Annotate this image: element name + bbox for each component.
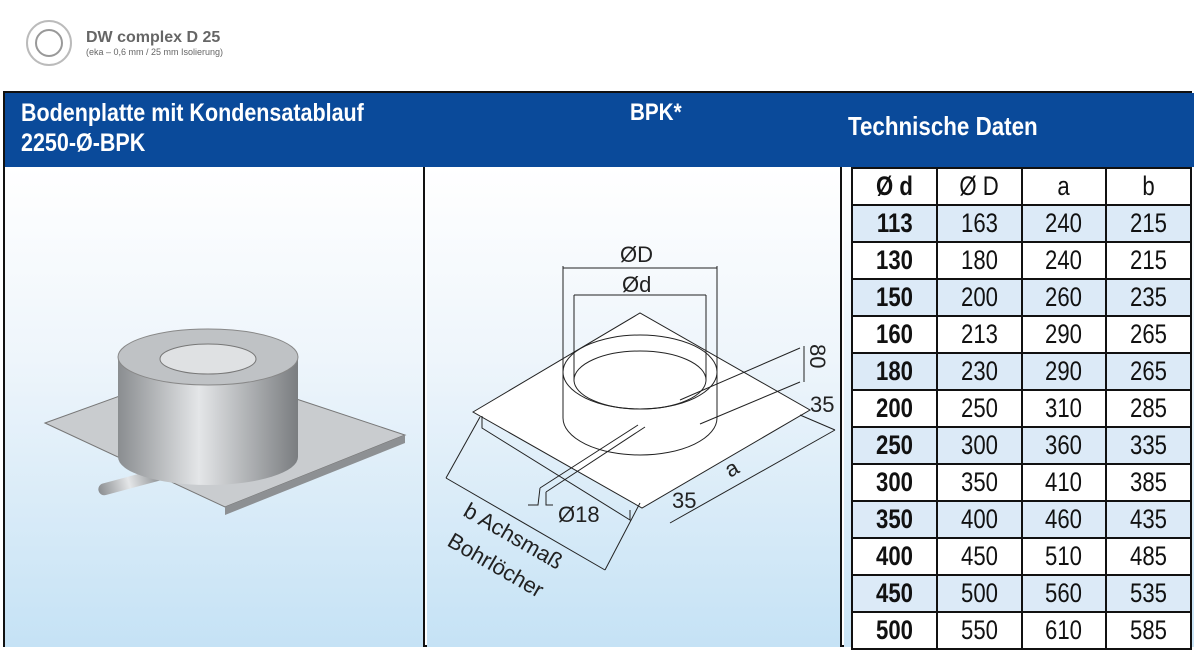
product-photo	[43, 328, 407, 515]
table-cell: 150	[851, 278, 938, 317]
table-cell: 435	[1105, 500, 1192, 539]
table-row: 130 180 240 215	[851, 241, 1192, 280]
product-photo-panel	[5, 167, 425, 647]
table-cell: 130	[851, 241, 938, 280]
table-cell: 200	[851, 389, 938, 428]
table-cell: 213	[935, 315, 1023, 354]
brand-subtitle: (eka – 0,6 mm / 25 mm Isolierung)	[86, 47, 224, 57]
table-cell: 610	[1020, 611, 1108, 650]
table-cell: 230	[935, 352, 1023, 391]
table-cell: 250	[851, 426, 938, 465]
table-cell: 385	[1105, 463, 1192, 502]
table-cell: 250	[935, 389, 1023, 428]
table-cell: 160	[851, 315, 938, 354]
table-cell: 215	[1105, 241, 1192, 280]
table-cell: 400	[851, 537, 938, 576]
table-cell: 450	[851, 574, 938, 613]
product-title: Bodenplatte mit Kondensatablauf 2250-Ø-BP…	[21, 99, 364, 157]
table-cell: 410	[1020, 463, 1108, 502]
table-row: 113 163 240 215	[851, 204, 1192, 243]
column-header: Ø d	[851, 167, 938, 206]
table-cell: 163	[935, 204, 1023, 243]
table-cell: 335	[1105, 426, 1192, 465]
header-bar: Bodenplatte mit Kondensatablauf 2250-Ø-BP…	[5, 93, 1194, 167]
table-cell: 113	[851, 204, 938, 243]
table-row: 160 213 290 265	[851, 315, 1192, 354]
table-cell: 450	[935, 537, 1023, 576]
table-cell: 240	[1020, 204, 1108, 243]
table-cell: 510	[1020, 537, 1108, 576]
table-cell: 260	[1020, 278, 1108, 317]
table-cell: 235	[1105, 278, 1192, 317]
product-sheet: Bodenplatte mit Kondensatablauf 2250-Ø-BP…	[3, 91, 1194, 650]
table-cell: 265	[1105, 352, 1192, 391]
table-cell: 180	[935, 241, 1023, 280]
table-cell: 240	[1020, 241, 1108, 280]
table-cell: 560	[1020, 574, 1108, 613]
table-row: 300 350 410 385	[851, 463, 1192, 502]
table-row: 450 500 560 535	[851, 574, 1192, 613]
column-header: b	[1105, 167, 1192, 206]
table-cell: 290	[1020, 352, 1108, 391]
table-cell: 200	[935, 278, 1023, 317]
table-cell: 360	[1020, 426, 1108, 465]
table-cell: 400	[935, 500, 1023, 539]
brand-title: DW complex D 25	[86, 29, 221, 46]
table-cell: 350	[935, 463, 1023, 502]
table-row: 250 300 360 335	[851, 426, 1192, 465]
table-cell: 500	[935, 574, 1023, 613]
table-cell: 300	[935, 426, 1023, 465]
table-row: 200 250 310 285	[851, 389, 1192, 428]
table-cell: 265	[1105, 315, 1192, 354]
table-row: 180 230 290 265	[851, 352, 1192, 391]
table-cell: 300	[851, 463, 938, 502]
column-header: a	[1020, 167, 1108, 206]
table-row: 500 550 610 585	[851, 611, 1192, 650]
table-row: 150 200 260 235	[851, 278, 1192, 317]
table-row: 400 450 510 485	[851, 537, 1192, 576]
product-short: BPK*	[630, 99, 682, 126]
table-row: 350 400 460 435	[851, 500, 1192, 539]
table-cell: 350	[851, 500, 938, 539]
table-cell: 500	[851, 611, 938, 650]
table-cell: 310	[1020, 389, 1108, 428]
drawing-panel	[427, 167, 842, 647]
table-cell: 550	[935, 611, 1023, 650]
table-cell: 460	[1020, 500, 1108, 539]
table-cell: 180	[851, 352, 938, 391]
pipe-logo-icon	[26, 20, 72, 66]
table-cell: 535	[1105, 574, 1192, 613]
column-header: Ø D	[935, 167, 1023, 206]
tech-data-title: Technische Daten	[848, 111, 1038, 141]
table-cell: 485	[1105, 537, 1192, 576]
table-cell: 285	[1105, 389, 1192, 428]
table-cell: 290	[1020, 315, 1108, 354]
table-cell: 215	[1105, 204, 1192, 243]
table-cell: 585	[1105, 611, 1192, 650]
brand: DW complex D 25 (eka – 0,6 mm / 25 mm Is…	[26, 20, 223, 66]
